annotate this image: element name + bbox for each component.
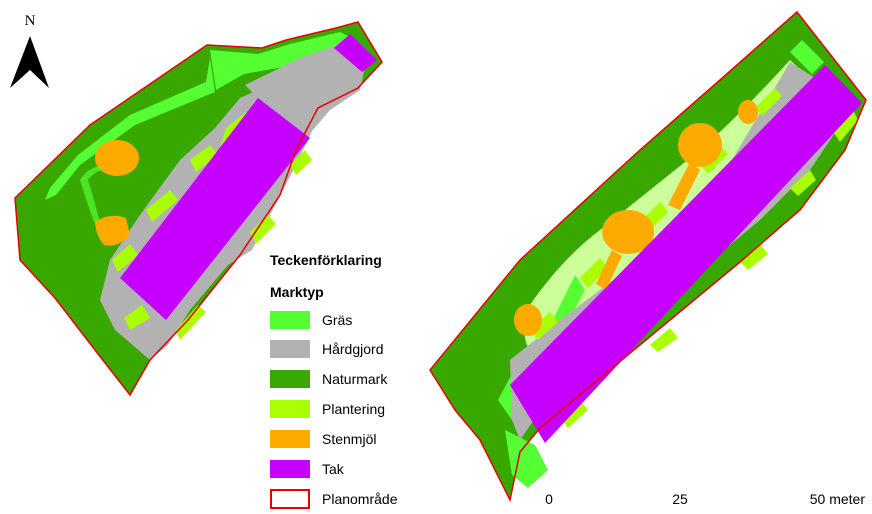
right-site-planomrade — [429, 10, 867, 503]
scale-bar: 0 25 50 meter — [545, 491, 865, 507]
right-site-gras-north — [790, 40, 824, 74]
legend: Teckenförklaring Marktyp Gräs Hårdgjord … — [270, 252, 398, 509]
right-site-plantering-5 — [530, 312, 558, 340]
scale-label-0: 0 — [545, 491, 553, 507]
left-site-plantering-3 — [146, 190, 178, 222]
right-site-stenmjol-2 — [602, 210, 654, 254]
left-site-planomrade — [14, 21, 383, 397]
left-site-plantering-8 — [124, 305, 150, 330]
legend-item-planomrade: Planområde — [270, 489, 398, 509]
legend-item-gras: Gräs — [270, 311, 352, 329]
legend-item-plantering: Plantering — [270, 400, 385, 418]
north-label: N — [25, 13, 36, 29]
right-site-stenmjol-1 — [678, 123, 722, 167]
left-site — [14, 21, 383, 397]
right-site-plantering-1 — [755, 88, 782, 116]
left-site-plantering-7 — [176, 305, 206, 340]
right-site-stenmjol-3 — [514, 304, 542, 336]
left-site-hardgjord-north — [245, 44, 366, 145]
scale-label-50: 50 meter — [810, 491, 866, 507]
right-site-plantering-6 — [832, 108, 858, 142]
legend-swatch-stenmjol — [270, 430, 310, 448]
legend-label-planomrade: Planområde — [322, 491, 398, 507]
left-site-plantering-2 — [190, 145, 218, 172]
legend-swatch-hardgjord — [270, 340, 310, 358]
left-site-tak-small — [334, 34, 377, 72]
right-site-stenmjol-connector-1 — [668, 162, 700, 210]
legend-swatch-naturmark — [270, 370, 310, 388]
north-arrow: N — [10, 13, 49, 88]
left-site-stenmjol-2 — [95, 215, 130, 246]
left-site-stenmjol-1 — [95, 140, 139, 176]
legend-item-naturmark: Naturmark — [270, 370, 388, 388]
legend-item-stenmjol: Stenmjöl — [270, 430, 376, 448]
right-site-stenmjol-connector-2 — [596, 250, 622, 290]
legend-swatch-gras — [270, 311, 310, 329]
right-site-plantering-7 — [790, 170, 816, 196]
legend-item-hardgjord: Hårdgjord — [270, 340, 383, 358]
left-site-tak — [120, 98, 310, 320]
legend-label-hardgjord: Hårdgjord — [322, 341, 383, 357]
right-site-stenmjol-4 — [738, 100, 758, 124]
legend-swatch-plantering — [270, 400, 310, 418]
legend-swatch-planomrade — [270, 489, 310, 509]
left-site-gras-path — [45, 58, 215, 200]
legend-subtitle: Marktyp — [270, 284, 324, 300]
left-site-plantering-4 — [112, 244, 138, 272]
legend-title: Teckenförklaring — [270, 252, 382, 268]
legend-label-naturmark: Naturmark — [322, 371, 388, 387]
left-site-stenmjol-path — [80, 166, 102, 222]
right-site-plantering-10 — [560, 400, 588, 428]
legend-label-stenmjol: Stenmjöl — [322, 431, 376, 447]
left-site-plantering-5 — [290, 150, 312, 175]
left-site-plantering-6 — [250, 215, 276, 244]
scale-label-25: 25 — [672, 491, 688, 507]
right-site-tak — [510, 65, 862, 443]
right-site-plantering-4 — [580, 258, 608, 288]
left-site-gras-strip — [210, 32, 352, 90]
right-site — [429, 10, 867, 503]
legend-item-tak: Tak — [270, 460, 345, 478]
north-arrow-icon — [10, 36, 49, 88]
legend-label-gras: Gräs — [322, 312, 352, 328]
legend-label-tak: Tak — [322, 461, 345, 477]
right-site-plantering-9 — [650, 328, 678, 352]
legend-swatch-tak — [270, 460, 310, 478]
right-site-plantering-8 — [740, 244, 768, 270]
legend-label-plantering: Plantering — [322, 401, 385, 417]
